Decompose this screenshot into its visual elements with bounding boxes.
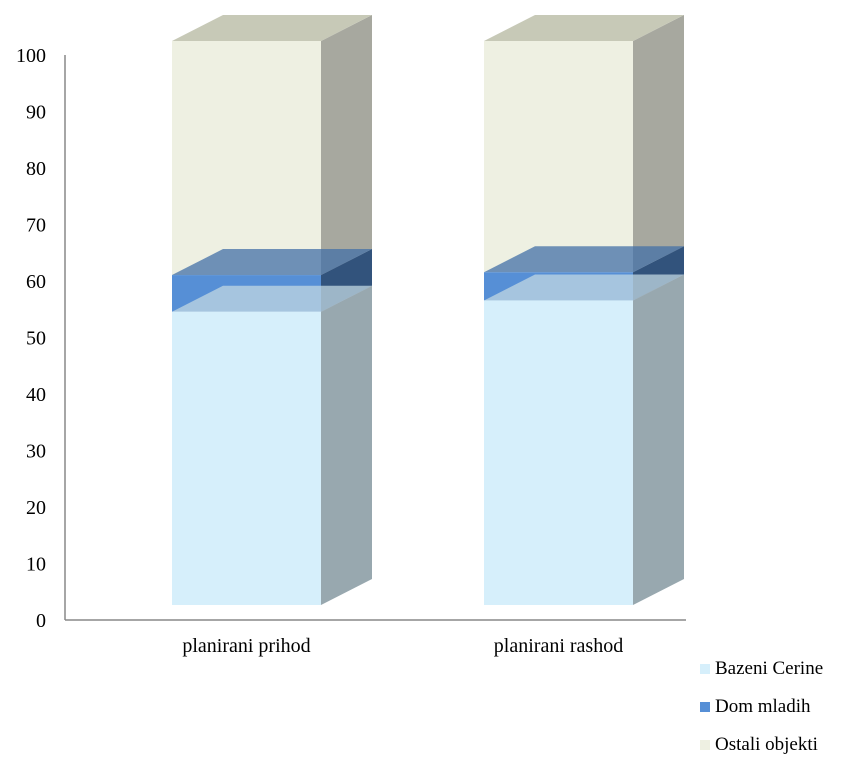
bar-top-face xyxy=(484,246,684,273)
category-label: planirani prihod xyxy=(182,635,310,657)
y-tick-label: 70 xyxy=(26,215,46,237)
legend-label: Ostali objekti xyxy=(715,734,818,755)
chart-legend: Bazeni Cerine Dom mladih Ostali objekti xyxy=(700,658,823,755)
bar-side-face xyxy=(321,15,372,276)
bar-side-face xyxy=(633,274,684,605)
chart-bars xyxy=(172,15,684,605)
bar-segment xyxy=(484,41,633,273)
bar-top-face xyxy=(172,15,372,41)
legend-swatch xyxy=(700,664,710,674)
y-tick-label: 80 xyxy=(26,158,46,180)
category-label: planirani rashod xyxy=(494,635,623,657)
bar-segment xyxy=(172,311,321,605)
chart-axes xyxy=(64,55,686,621)
y-tick-label: 100 xyxy=(16,45,46,67)
legend-label: Bazeni Cerine xyxy=(715,658,823,679)
y-tick-label: 30 xyxy=(26,441,46,463)
bar-top-face xyxy=(484,15,684,41)
bar-top-face xyxy=(172,285,372,312)
bar-segment xyxy=(172,41,321,276)
bar-side-face xyxy=(633,15,684,273)
legend-label: Dom mladih xyxy=(715,696,811,717)
bar-segment xyxy=(484,300,633,605)
y-tick-label: 10 xyxy=(26,554,46,576)
y-tick-label: 90 xyxy=(26,102,46,124)
y-tick-label: 20 xyxy=(26,497,46,519)
bar-top-face xyxy=(484,274,684,301)
legend-swatch xyxy=(700,702,710,712)
y-tick-label: 0 xyxy=(36,610,46,632)
legend-swatch xyxy=(700,740,710,750)
y-tick-label: 60 xyxy=(26,271,46,293)
y-tick-label: 50 xyxy=(26,328,46,350)
y-tick-label: 40 xyxy=(26,384,46,406)
bar-top-face xyxy=(172,249,372,276)
bar-side-face xyxy=(321,285,372,605)
chart-labels: 0 10 20 30 40 50 60 70 80 90 100 planirani prihod pl… xyxy=(16,45,623,657)
